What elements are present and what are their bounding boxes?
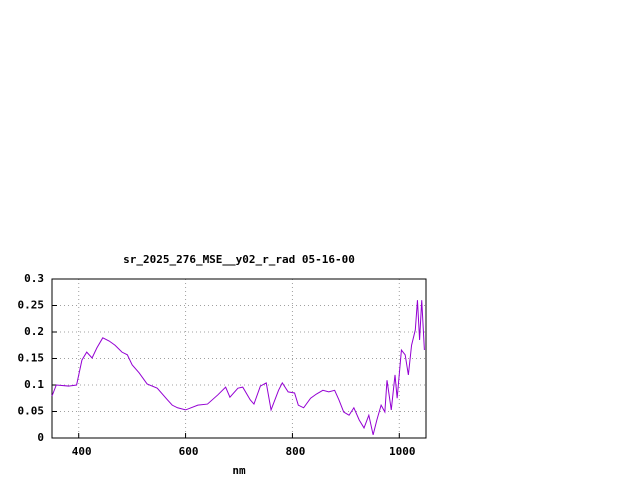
x-axis-label: nm [232,464,246,477]
x-tick-label: 600 [179,445,199,458]
y-tick-label: 0.3 [24,272,44,285]
data-line [51,300,425,435]
y-tick-label: 0 [37,431,44,444]
x-tick-label: 400 [72,445,92,458]
y-tick-label: 0.15 [18,352,45,365]
x-tick-label: 800 [285,445,305,458]
chart-title: sr_2025_276_MSE__y02_r_rad 05-16-00 [123,253,355,266]
y-tick-label: 0.05 [18,405,45,418]
plot-frame [51,278,427,439]
x-tick-label: 1000 [389,445,416,458]
y-tick-label: 0.1 [24,378,44,391]
y-tick-label: 0.2 [24,325,44,338]
y-tick-label: 0.25 [18,299,45,312]
